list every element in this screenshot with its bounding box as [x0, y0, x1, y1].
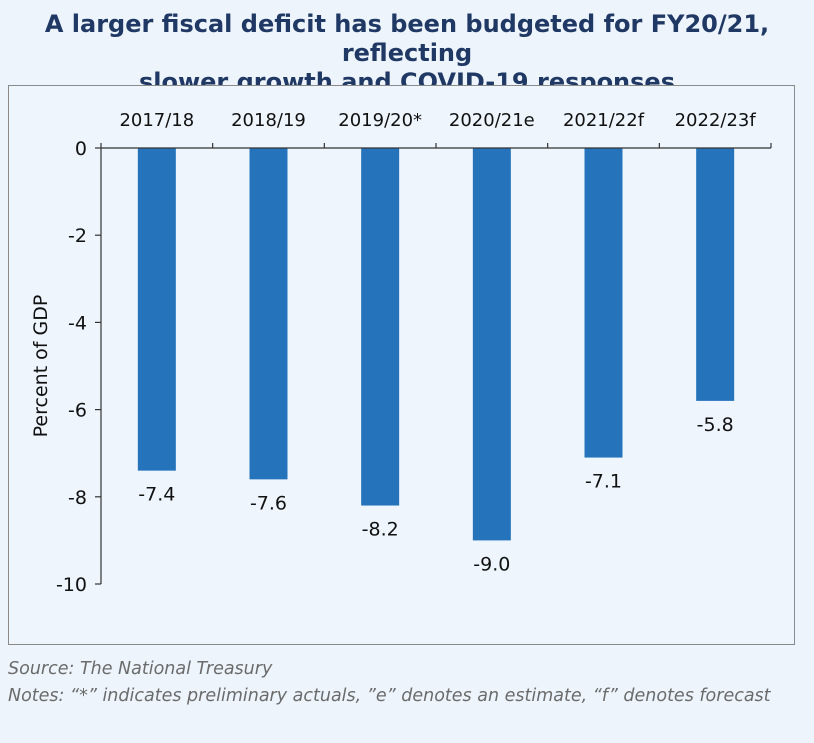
y-tick-label: -6: [68, 400, 87, 422]
bar-2018-19: [249, 148, 288, 480]
source-note: Source: The National Treasury: [8, 659, 273, 679]
category-label: 2018/19: [231, 110, 306, 131]
chart-title-line-1: A larger fiscal deficit has been budgete…: [44, 10, 770, 67]
bar-2017-18: [137, 148, 176, 471]
bar-2022-23f: [696, 148, 735, 401]
y-tick-label: -2: [68, 225, 87, 247]
category-label: 2019/20*: [338, 110, 422, 131]
footer: Source: The National Treasury Notes: “*”…: [8, 656, 771, 710]
data-label: -7.1: [585, 471, 622, 493]
data-label: -5.8: [697, 414, 734, 436]
y-tick-label: 0: [75, 138, 87, 160]
y-tick-label: -10: [56, 574, 87, 596]
notes-text: Notes: “*” indicates preliminary actuals…: [8, 686, 771, 706]
data-label: -9.0: [473, 553, 510, 575]
data-label: -7.4: [138, 484, 175, 506]
data-label: -8.2: [362, 519, 399, 541]
category-label: 2020/21e: [449, 110, 535, 131]
category-label: 2021/22f: [563, 110, 645, 131]
y-tick-label: -4: [68, 312, 87, 334]
y-tick-label: -8: [68, 487, 87, 509]
category-label: 2022/23f: [675, 110, 757, 131]
category-label: 2017/18: [119, 110, 194, 131]
bar-2020-21e: [472, 148, 511, 541]
y-axis-label: Percent of GDP: [30, 295, 52, 438]
bar-2019-20-: [361, 148, 400, 506]
bar-2021-22f: [584, 148, 623, 458]
data-label: -7.6: [250, 492, 287, 514]
